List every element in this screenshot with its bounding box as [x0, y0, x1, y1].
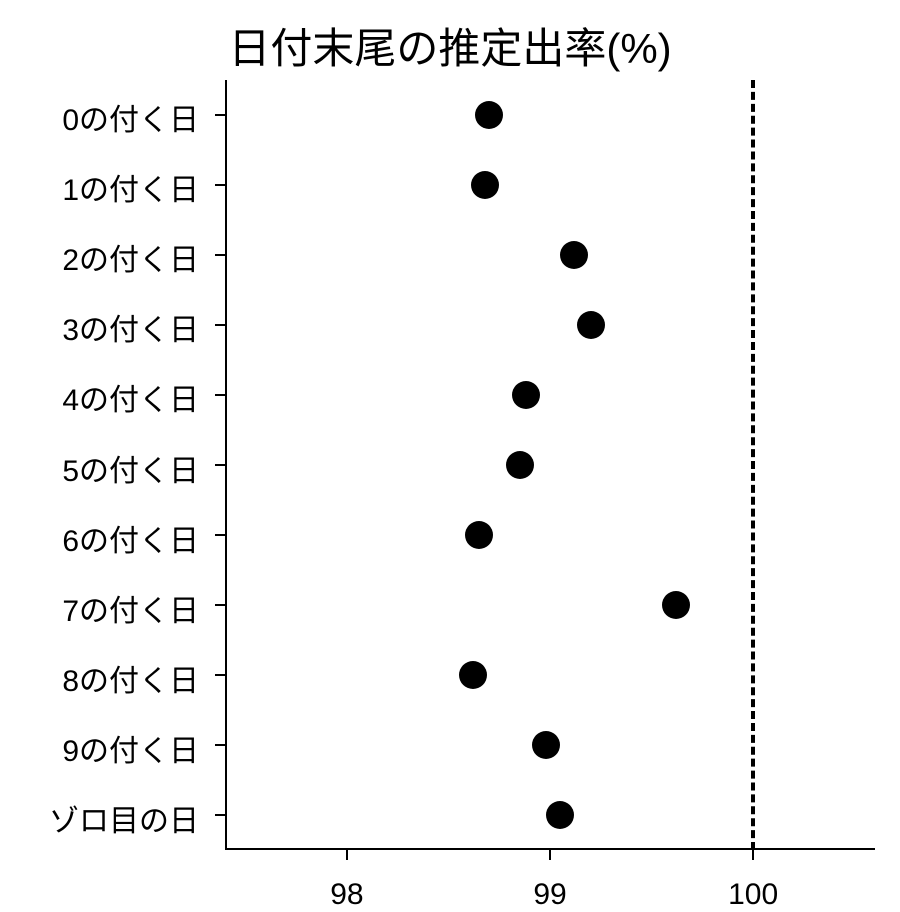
data-point [465, 521, 493, 549]
y-tick-mark [215, 184, 225, 186]
y-tick-mark [215, 534, 225, 536]
y-tick-mark [215, 394, 225, 396]
y-tick-label: 3の付く日 [62, 305, 199, 349]
y-tick-mark [215, 254, 225, 256]
y-tick-mark [215, 814, 225, 816]
y-tick-label: 7の付く日 [62, 586, 199, 630]
data-point [532, 731, 560, 759]
reference-line [751, 80, 755, 850]
data-point [471, 171, 499, 199]
data-point [560, 241, 588, 269]
y-tick-label: 4の付く日 [62, 375, 199, 419]
data-point [546, 801, 574, 829]
y-tick-mark [215, 324, 225, 326]
y-tick-label: ゾロ目の日 [49, 796, 199, 840]
chart-title: 日付末尾の推定出率(%) [0, 15, 900, 76]
data-point [475, 101, 503, 129]
y-tick-label: 8の付く日 [62, 656, 199, 700]
data-point [577, 311, 605, 339]
data-point [506, 451, 534, 479]
y-tick-label: 9の付く日 [62, 726, 199, 770]
x-tick-mark [752, 850, 754, 860]
x-tick-label: 98 [307, 878, 387, 912]
y-tick-mark [215, 464, 225, 466]
y-tick-mark [215, 674, 225, 676]
y-tick-mark [215, 604, 225, 606]
data-point [662, 591, 690, 619]
y-tick-mark [215, 114, 225, 116]
y-tick-label: 6の付く日 [62, 516, 199, 560]
y-tick-label: 5の付く日 [62, 446, 199, 490]
x-tick-mark [549, 850, 551, 860]
x-tick-mark [346, 850, 348, 860]
y-tick-mark [215, 744, 225, 746]
y-tick-label: 1の付く日 [62, 165, 199, 209]
y-tick-label: 0の付く日 [62, 95, 199, 139]
x-tick-label: 99 [510, 878, 590, 912]
chart-container: 日付末尾の推定出率(%) 0の付く日 1の付く日 2の付く日 3の付く日 4の付く日 5の… [0, 0, 900, 900]
y-tick-label: 2の付く日 [62, 235, 199, 279]
x-tick-label: 100 [713, 878, 793, 912]
data-point [459, 661, 487, 689]
data-point [512, 381, 540, 409]
